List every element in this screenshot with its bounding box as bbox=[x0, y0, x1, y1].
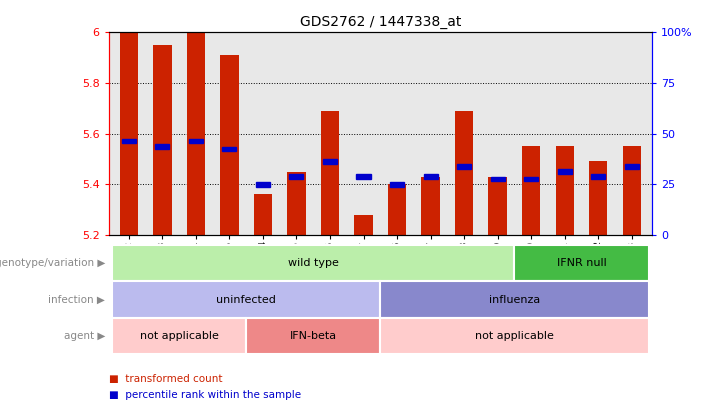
Text: genotype/variation ▶: genotype/variation ▶ bbox=[0, 258, 105, 268]
Bar bbox=[122, 139, 136, 143]
Bar bbox=[155, 144, 170, 149]
Text: infection ▶: infection ▶ bbox=[48, 295, 105, 305]
Bar bbox=[323, 159, 337, 164]
Bar bbox=[222, 147, 236, 151]
Text: uninfected: uninfected bbox=[216, 295, 276, 305]
Bar bbox=[381, 318, 648, 354]
Bar bbox=[522, 146, 540, 235]
Bar bbox=[120, 32, 138, 235]
Bar bbox=[290, 175, 304, 179]
Bar bbox=[515, 245, 648, 281]
Text: ■  transformed count: ■ transformed count bbox=[109, 374, 222, 384]
Bar bbox=[457, 164, 471, 169]
Text: not applicable: not applicable bbox=[139, 331, 219, 341]
Bar bbox=[254, 194, 272, 235]
Text: ■  percentile rank within the sample: ■ percentile rank within the sample bbox=[109, 390, 301, 400]
Bar bbox=[321, 111, 339, 235]
Bar bbox=[189, 139, 203, 143]
Bar bbox=[112, 281, 381, 318]
Text: wild type: wild type bbox=[288, 258, 339, 268]
Bar bbox=[390, 182, 404, 187]
Bar bbox=[112, 318, 246, 354]
Bar bbox=[489, 177, 507, 235]
Text: agent ▶: agent ▶ bbox=[64, 331, 105, 341]
Bar bbox=[622, 146, 641, 235]
Bar bbox=[388, 184, 407, 235]
Bar bbox=[555, 146, 574, 235]
Bar bbox=[354, 215, 373, 235]
Text: IFNR null: IFNR null bbox=[557, 258, 606, 268]
Bar bbox=[625, 164, 639, 169]
Bar bbox=[220, 55, 238, 235]
Bar bbox=[455, 111, 473, 235]
Bar bbox=[491, 177, 505, 181]
Bar bbox=[287, 172, 306, 235]
Bar bbox=[246, 318, 381, 354]
Text: IFN-beta: IFN-beta bbox=[290, 331, 336, 341]
Bar bbox=[591, 175, 606, 179]
Bar bbox=[256, 182, 270, 187]
Bar bbox=[112, 245, 515, 281]
Bar bbox=[524, 177, 538, 181]
Text: influenza: influenza bbox=[489, 295, 540, 305]
Bar bbox=[153, 45, 172, 235]
Bar bbox=[357, 175, 371, 179]
Bar bbox=[589, 162, 608, 235]
Bar bbox=[421, 177, 440, 235]
Title: GDS2762 / 1447338_at: GDS2762 / 1447338_at bbox=[299, 15, 461, 29]
Bar bbox=[186, 32, 205, 235]
Text: not applicable: not applicable bbox=[475, 331, 554, 341]
Bar bbox=[558, 169, 572, 174]
Bar bbox=[423, 175, 437, 179]
Bar bbox=[381, 281, 648, 318]
